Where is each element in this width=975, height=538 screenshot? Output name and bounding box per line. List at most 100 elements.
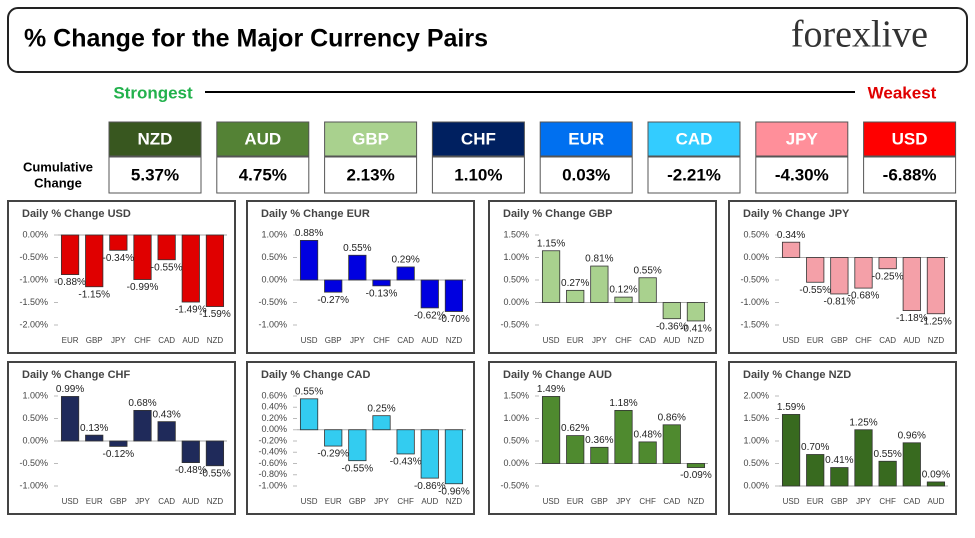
x-tick-label: NZD [928, 336, 945, 345]
x-tick-label: USD [543, 497, 560, 506]
bar [614, 409, 633, 464]
y-tick-label: 0.50% [503, 274, 529, 284]
currency-code: USD [892, 129, 928, 148]
y-tick-label: -1.50% [740, 319, 769, 329]
bar [566, 435, 585, 464]
bar [109, 440, 128, 447]
currency-tile [108, 121, 202, 157]
bar [590, 265, 609, 303]
change-value: 0.03% [562, 165, 610, 184]
bar [420, 279, 439, 309]
x-tick-label: USD [783, 336, 800, 345]
bar [181, 234, 200, 303]
bar [372, 279, 391, 287]
value-label: -0.27% [317, 295, 349, 306]
value-label: 1.25% [849, 417, 877, 428]
y-tick-label: 0.00% [261, 274, 287, 284]
y-tick-label: 1.00% [261, 229, 287, 239]
chart-panel [246, 200, 475, 354]
y-tick-label: 1.00% [743, 435, 769, 445]
bar [830, 257, 849, 295]
value-label: 0.34% [777, 230, 805, 241]
bar [205, 440, 225, 467]
chart-panel [7, 361, 236, 515]
value-label: 0.43% [152, 409, 180, 420]
bar [157, 421, 176, 442]
bar [902, 442, 921, 487]
x-tick-label: USD [301, 497, 318, 506]
bar [638, 441, 657, 464]
chart-panel [728, 361, 957, 515]
change-tile [863, 156, 957, 194]
value-label: 0.25% [367, 403, 395, 414]
y-tick-label: 0.00% [503, 458, 529, 468]
bar [299, 239, 319, 281]
x-tick-label: CAD [158, 336, 175, 345]
x-tick-label: CAD [879, 336, 896, 345]
value-label: 0.27% [561, 278, 589, 289]
y-tick-label: 0.50% [261, 252, 287, 262]
bar [372, 415, 391, 431]
x-tick-label: AUD [663, 336, 680, 345]
y-tick-label: 0.00% [503, 297, 529, 307]
value-label: -0.25% [872, 271, 904, 282]
bar [854, 429, 873, 487]
y-tick-label: -1.00% [258, 319, 287, 329]
x-tick-label: CHF [134, 336, 151, 345]
value-label: -0.55% [799, 285, 831, 296]
x-tick-label: JPY [856, 497, 871, 506]
bar [348, 429, 367, 462]
x-tick-label: CHF [639, 497, 656, 506]
value-label: -0.55% [199, 468, 231, 479]
value-label: -0.09% [680, 470, 712, 481]
bar [133, 234, 152, 280]
value-label: -0.68% [848, 291, 880, 302]
value-label: -0.55% [151, 262, 183, 273]
currency-tile [324, 121, 418, 157]
value-label: 0.48% [633, 430, 661, 441]
bar [299, 398, 319, 431]
x-tick-label: AUD [903, 336, 920, 345]
logo: forexlive [791, 14, 928, 56]
x-tick-label: CHF [397, 497, 414, 506]
x-tick-label: NZD [207, 497, 224, 506]
x-tick-label: CAD [903, 497, 920, 506]
change-value: 4.75% [239, 165, 287, 184]
currency-code: NZD [138, 129, 173, 148]
bar [878, 460, 897, 487]
currency-tile [539, 121, 633, 157]
currency-code: AUD [244, 129, 281, 148]
x-tick-label: GBP [325, 336, 342, 345]
bar [324, 429, 343, 447]
y-tick-label: -0.50% [19, 458, 48, 468]
currency-code: JPY [786, 129, 819, 148]
x-tick-label: EUR [567, 497, 584, 506]
bar [926, 257, 946, 315]
bar [181, 440, 200, 464]
value-label: -0.13% [366, 288, 398, 299]
change-value: 1.10% [454, 165, 502, 184]
currency-tile [863, 121, 957, 157]
change-value: 5.37% [131, 165, 179, 184]
bar [60, 396, 80, 442]
bar [444, 279, 464, 312]
chart-title: Daily % Change AUD [503, 369, 612, 381]
currency-tile [647, 121, 741, 157]
value-label: 0.99% [56, 384, 84, 395]
x-tick-label: NZD [446, 336, 463, 345]
bar [686, 302, 706, 322]
value-label: 0.29% [391, 255, 419, 266]
chart-title: Daily % Change EUR [261, 208, 370, 220]
bar [541, 396, 561, 464]
x-tick-label: CHF [373, 336, 390, 345]
x-tick-label: GBP [831, 336, 848, 345]
value-label: 0.55% [295, 386, 323, 397]
summary-label: Cumulative [23, 159, 93, 174]
x-tick-label: EUR [807, 497, 824, 506]
y-tick-label: -1.00% [258, 480, 287, 490]
change-tile [108, 156, 202, 194]
x-tick-label: AUD [182, 336, 199, 345]
value-label: -0.12% [103, 449, 135, 460]
y-tick-label: 2.00% [743, 390, 769, 400]
y-tick-label: 1.50% [503, 229, 529, 239]
